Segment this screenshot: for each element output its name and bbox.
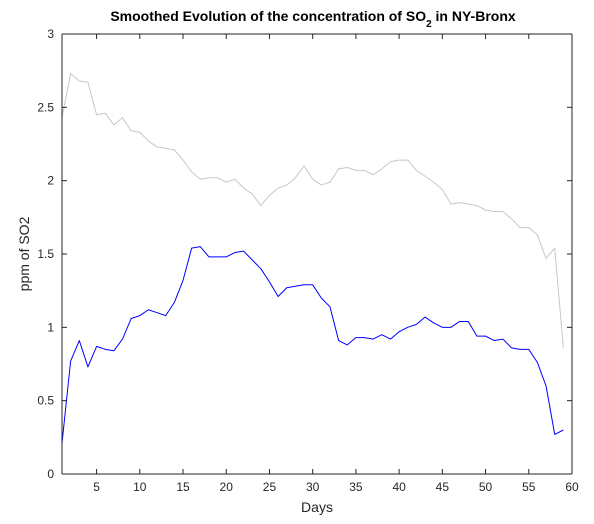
x-tick-label: 30 <box>306 480 320 494</box>
y-axis-label: ppm of SO2 <box>16 216 32 291</box>
y-tick-label: 1.5 <box>37 247 54 261</box>
x-tick-label: 10 <box>133 480 147 494</box>
series-line-2 <box>61 246 564 444</box>
x-tick-label: 50 <box>479 480 493 494</box>
y-tick-label: 3 <box>47 27 54 41</box>
x-tick-label: 5 <box>93 480 100 494</box>
x-tick-label: 40 <box>392 480 406 494</box>
y-tick-label: 2.5 <box>37 100 54 114</box>
x-tick-label: 15 <box>176 480 190 494</box>
x-tick-label: 20 <box>220 480 234 494</box>
y-tick-label: 1 <box>47 320 54 334</box>
x-tick-label: 60 <box>565 480 579 494</box>
y-tick-label: 2 <box>47 174 54 188</box>
series-line-1 <box>61 73 564 348</box>
x-tick-label: 35 <box>349 480 363 494</box>
plot-area <box>62 34 572 474</box>
chart-title: Smoothed Evolution of the concentration … <box>110 8 516 30</box>
y-tick-label: 0.5 <box>37 394 54 408</box>
x-tick-label: 55 <box>522 480 536 494</box>
tick-marks: 5 10 15 20 25 30 35 40 45 50 55 60 0 0.5 1 1.5 2 2.5 3 <box>37 27 579 494</box>
x-axis-label: Days <box>301 499 333 515</box>
x-tick-label: 25 <box>263 480 277 494</box>
y-tick-label: 0 <box>47 467 54 481</box>
series-layer <box>61 73 564 444</box>
x-tick-label: 45 <box>436 480 450 494</box>
